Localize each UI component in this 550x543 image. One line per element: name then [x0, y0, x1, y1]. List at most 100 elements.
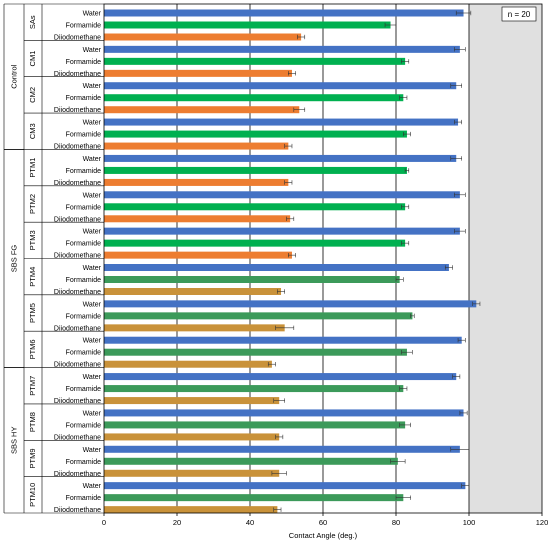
bar	[104, 469, 280, 477]
x-tick-label: 80	[392, 518, 400, 527]
liquid-label: Diiodomethane	[54, 434, 101, 441]
liquid-label: Diiodomethane	[54, 180, 101, 187]
group-axis: SAs CM1 CM2 CM3 PTM1 PTM2 PTM3 PTM4 PTM5 PTM6 PTM7…	[3, 3, 104, 514]
bar	[104, 203, 406, 211]
liquid-label: Diiodomethane	[54, 507, 101, 514]
plot-shaded-region	[469, 4, 542, 513]
bar	[104, 178, 289, 186]
liquid-label: Formamide	[66, 95, 102, 102]
bar	[104, 397, 280, 405]
liquid-label: Water	[83, 374, 102, 381]
liquid-label: Diiodomethane	[54, 471, 101, 478]
liquid-label: Water	[83, 192, 102, 199]
group-label: PTM1	[28, 158, 37, 178]
x-tick-label: 0	[102, 518, 106, 527]
liquid-label: Diiodomethane	[54, 289, 101, 296]
liquid-label: Diiodomethane	[54, 35, 101, 42]
liquid-label: Formamide	[66, 23, 102, 30]
bar	[104, 94, 404, 102]
bar	[104, 506, 278, 514]
group-label: PTM8	[28, 412, 37, 432]
liquid-label: Formamide	[66, 168, 102, 175]
annotation-box: n = 20	[501, 6, 537, 22]
liquid-label: Water	[83, 483, 102, 490]
bar	[104, 421, 406, 429]
group-label: PTM7	[28, 376, 37, 396]
group-label: PTM5	[28, 303, 37, 323]
bar	[104, 69, 292, 77]
liquid-label: Water	[83, 11, 102, 18]
x-axis-title: Contact Angle (deg.)	[289, 531, 358, 540]
bar	[104, 239, 406, 247]
x-tick-label: 100	[463, 518, 476, 527]
liquid-label: Diiodomethane	[54, 325, 101, 332]
group-label: CM1	[28, 51, 37, 67]
bar	[104, 215, 291, 223]
category-labels: Water Formamide Diiodomethane Water Formamid…	[54, 11, 102, 515]
group-label: CM2	[28, 87, 37, 103]
bar	[104, 445, 460, 453]
liquid-label: Formamide	[66, 313, 102, 320]
bar	[104, 348, 407, 356]
liquid-label: Formamide	[66, 59, 102, 66]
bar	[104, 227, 460, 235]
bar	[104, 360, 272, 368]
liquid-label: Formamide	[66, 132, 102, 139]
group-label: PTM6	[28, 339, 37, 359]
group-label: PTM9	[28, 448, 37, 468]
group-label: PTM4	[28, 267, 37, 287]
liquid-label: Diiodomethane	[54, 253, 101, 260]
liquid-label: Diiodomethane	[54, 107, 101, 114]
bar	[104, 251, 292, 259]
liquid-label: Formamide	[66, 386, 102, 393]
liquid-label: Water	[83, 120, 102, 127]
supergroup-label: Control	[10, 64, 19, 89]
bar	[104, 142, 289, 150]
x-tick-label: 20	[173, 518, 181, 527]
group-label: PTM3	[28, 230, 37, 250]
x-tick-label: 40	[246, 518, 254, 527]
bar	[104, 373, 457, 381]
liquid-label: Diiodomethane	[54, 398, 101, 405]
group-label: CM3	[28, 123, 37, 139]
bar	[104, 191, 460, 199]
bar	[104, 57, 406, 65]
bar	[104, 385, 404, 393]
x-tick-label: 60	[319, 518, 327, 527]
bar	[104, 494, 404, 502]
bar	[104, 300, 477, 308]
liquid-label: Water	[83, 265, 102, 272]
liquid-label: Formamide	[66, 277, 102, 284]
liquid-label: Diiodomethane	[54, 71, 101, 78]
liquid-label: Diiodomethane	[54, 362, 101, 369]
liquid-label: Formamide	[66, 350, 102, 357]
liquid-label: Formamide	[66, 422, 102, 429]
x-axis: 0 20 40 60 80 100 120	[102, 513, 548, 527]
liquid-label: Diiodomethane	[54, 216, 101, 223]
bar	[104, 154, 457, 162]
group-label: SAs	[28, 15, 37, 29]
liquid-label: Water	[83, 156, 102, 163]
bar	[104, 82, 457, 90]
liquid-label: Water	[83, 47, 102, 54]
bar	[104, 130, 407, 138]
liquid-label: Water	[83, 301, 102, 308]
liquid-label: Water	[83, 338, 102, 345]
liquid-label: Water	[83, 410, 102, 417]
liquid-label: Water	[83, 83, 102, 90]
bar	[104, 336, 462, 344]
bar	[104, 276, 400, 283]
bar	[104, 264, 449, 271]
bar	[104, 45, 460, 53]
bar	[104, 118, 459, 126]
supergroup-label: SBS HY	[10, 427, 19, 455]
bar	[104, 9, 464, 17]
liquid-label: Formamide	[66, 495, 102, 502]
bar	[104, 324, 285, 332]
bar	[104, 312, 413, 320]
bar	[104, 21, 391, 29]
group-label: PTM2	[28, 194, 37, 214]
bar	[104, 106, 300, 114]
bar	[104, 409, 464, 417]
